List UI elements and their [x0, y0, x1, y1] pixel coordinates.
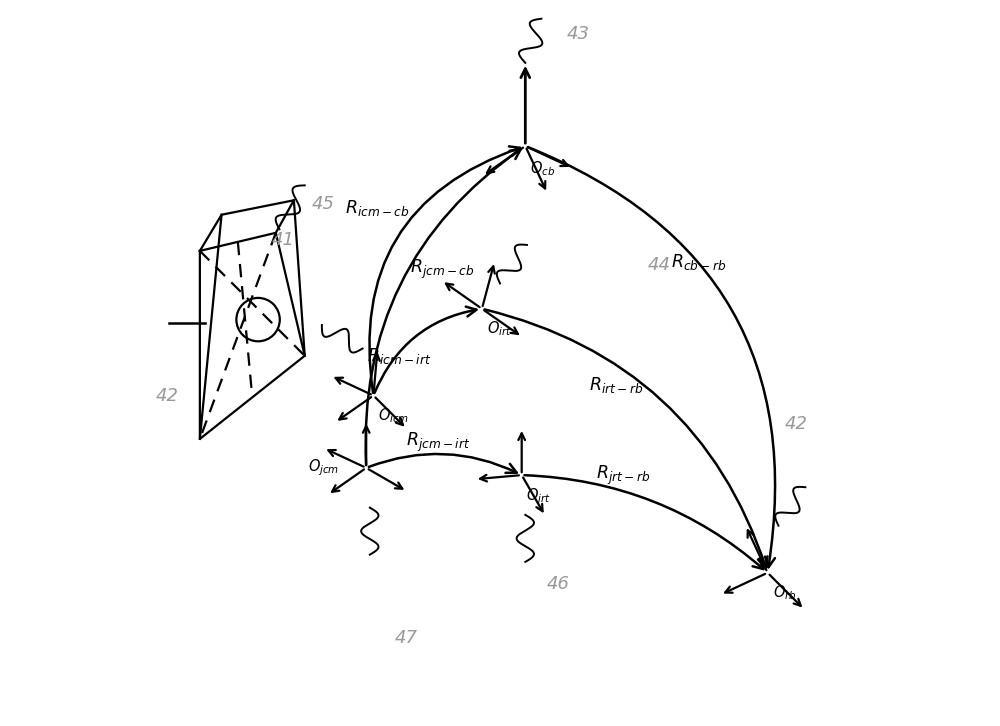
- Text: 45: 45: [311, 195, 334, 213]
- Text: $O_{cb}$: $O_{cb}$: [530, 159, 556, 178]
- Text: 47: 47: [394, 629, 417, 647]
- Text: $\mathit{R}_{icm-irt}$: $\mathit{R}_{icm-irt}$: [367, 346, 431, 366]
- Text: $O_{icm}$: $O_{icm}$: [378, 407, 409, 425]
- Text: 42: 42: [156, 386, 179, 404]
- Text: 43: 43: [567, 25, 590, 43]
- Text: $\mathit{R}_{cb-rb}$: $\mathit{R}_{cb-rb}$: [671, 252, 727, 272]
- Text: $O_{rb}$: $O_{rb}$: [773, 584, 796, 603]
- Text: $\mathit{R}_{jcm-cb}$: $\mathit{R}_{jcm-cb}$: [410, 258, 475, 280]
- Text: $O_{jrt}$: $O_{jrt}$: [526, 486, 551, 507]
- Text: 46: 46: [546, 574, 569, 592]
- Text: $O_{irt}$: $O_{irt}$: [487, 319, 512, 338]
- Text: $\mathit{R}_{jcm-irt}$: $\mathit{R}_{jcm-irt}$: [406, 431, 471, 454]
- Text: 42: 42: [785, 415, 808, 433]
- Text: $O_{jcm}$: $O_{jcm}$: [308, 457, 340, 478]
- Text: $\mathit{R}_{irt-rb}$: $\mathit{R}_{irt-rb}$: [589, 375, 643, 395]
- Text: 41: 41: [272, 231, 295, 249]
- Text: 44: 44: [648, 256, 671, 274]
- Text: $\mathit{R}_{icm-cb}$: $\mathit{R}_{icm-cb}$: [345, 197, 409, 218]
- Text: $\mathit{R}_{jrt-rb}$: $\mathit{R}_{jrt-rb}$: [596, 463, 650, 486]
